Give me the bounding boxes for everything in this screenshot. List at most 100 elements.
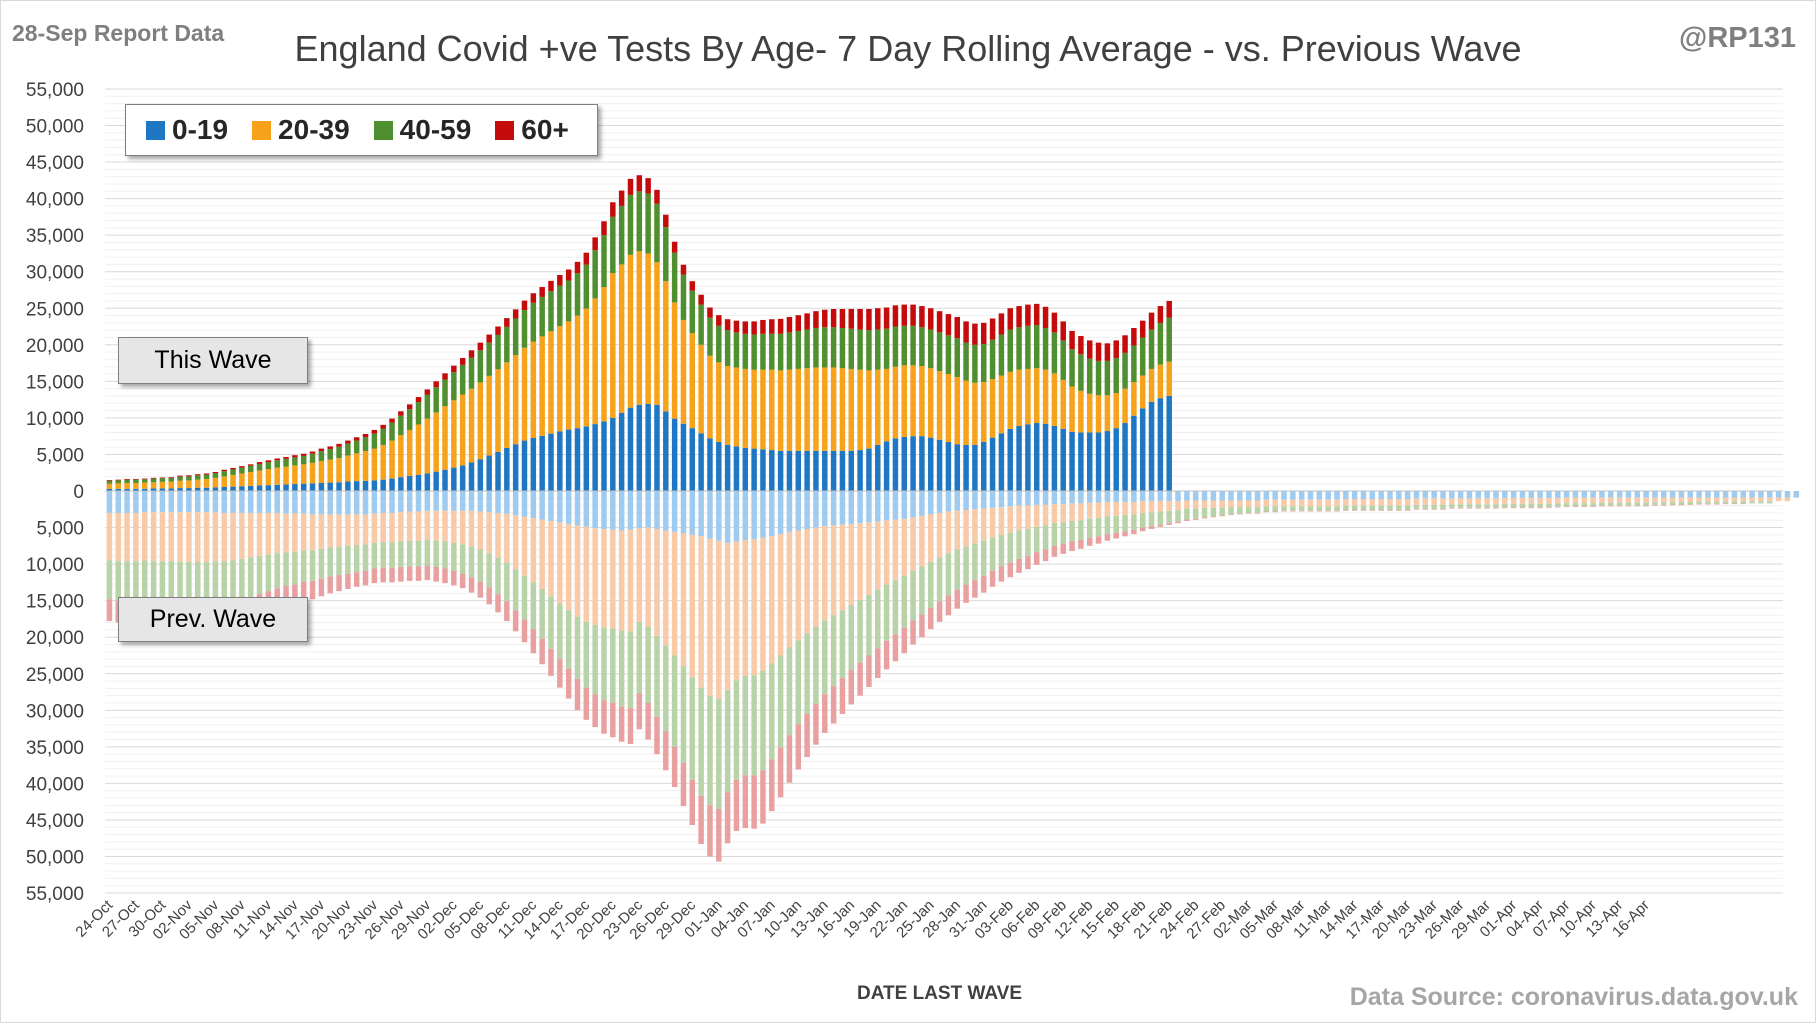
this-wave-bar-40-59 bbox=[442, 379, 448, 407]
prev-wave-bar-60-plus bbox=[998, 566, 1005, 582]
this-wave-bar-0-19 bbox=[177, 488, 183, 491]
prev-wave-bar-20-39 bbox=[230, 512, 236, 561]
prev-wave-bar-40-59 bbox=[928, 561, 934, 608]
prev-wave-bar-20-39 bbox=[336, 514, 342, 547]
bars bbox=[105, 175, 1799, 862]
this-wave-bar-60-plus bbox=[1007, 308, 1013, 330]
prev-wave-bar-20-39 bbox=[1449, 498, 1455, 505]
prev-wave-bar-40-59 bbox=[1625, 502, 1632, 506]
this-wave-bar-40-59 bbox=[133, 479, 139, 483]
this-wave-bar-20-39 bbox=[822, 367, 828, 451]
prev-wave-bar-60-plus bbox=[645, 702, 651, 740]
prev-wave-bar-40-59 bbox=[433, 540, 439, 568]
this-wave-bar-40-59 bbox=[124, 479, 130, 483]
this-wave-bar-40-59 bbox=[212, 473, 219, 478]
prev-wave-bar-60-plus bbox=[300, 581, 307, 601]
this-wave-bar-60-plus bbox=[230, 467, 236, 470]
prev-wave-bar-0-19 bbox=[133, 491, 139, 513]
this-wave-bar-40-59 bbox=[610, 216, 616, 274]
prev-wave-bar-0-19 bbox=[1546, 491, 1552, 498]
this-wave-bar-40-59 bbox=[548, 291, 554, 332]
prev-wave-bar-40-59 bbox=[1369, 505, 1376, 511]
this-wave-bar-60-plus bbox=[963, 321, 969, 343]
this-wave-bar-60-plus bbox=[398, 411, 404, 416]
this-wave-bar-40-59 bbox=[424, 394, 431, 419]
prev-wave-bar-40-59 bbox=[565, 610, 572, 669]
prev-wave-bar-0-19 bbox=[1572, 491, 1579, 498]
prev-wave-bar-60-plus bbox=[1316, 510, 1323, 512]
this-wave-bar-60-plus bbox=[177, 475, 183, 477]
prev-wave-bar-40-59 bbox=[627, 631, 634, 709]
this-wave-bar-20-39 bbox=[972, 382, 978, 445]
prev-wave-bar-20-39 bbox=[733, 541, 740, 681]
this-wave-bar-40-59 bbox=[521, 310, 528, 348]
this-wave-bar-60-plus bbox=[777, 318, 784, 334]
prev-wave-bar-20-39 bbox=[159, 512, 166, 562]
prev-wave-bar-20-39 bbox=[1634, 497, 1641, 503]
prev-wave-bar-20-39 bbox=[892, 519, 899, 581]
prev-wave-bar-60-plus bbox=[760, 770, 766, 824]
this-wave-bar-0-19 bbox=[1113, 428, 1119, 491]
this-wave-bar-60-plus bbox=[760, 319, 766, 334]
prev-wave-bar-40-59 bbox=[1086, 518, 1093, 538]
prev-wave-bar-0-19 bbox=[557, 491, 563, 523]
prev-wave-bar-20-39 bbox=[1457, 498, 1464, 505]
this-wave-bar-40-59 bbox=[274, 460, 280, 468]
prev-wave-bar-40-59 bbox=[186, 561, 192, 603]
this-wave-bar-60-plus bbox=[910, 304, 916, 326]
prev-wave-bar-40-59 bbox=[989, 537, 996, 571]
prev-wave-bar-0-19 bbox=[892, 491, 899, 520]
prev-wave-bar-60-plus bbox=[680, 762, 687, 807]
this-wave-bar-60-plus bbox=[194, 474, 201, 476]
this-wave-bar-40-59 bbox=[945, 335, 952, 375]
prev-wave-bar-0-19 bbox=[1722, 491, 1729, 498]
this-wave-bar-20-39 bbox=[336, 458, 342, 483]
prev-wave-bar-20-39 bbox=[530, 518, 537, 583]
this-wave-bar-60-plus bbox=[283, 457, 289, 459]
prev-wave-bar-20-39 bbox=[459, 510, 466, 545]
prev-wave-bar-20-39 bbox=[857, 523, 863, 600]
prev-wave-bar-40-59 bbox=[716, 698, 722, 809]
this-wave-bar-40-59 bbox=[760, 333, 766, 370]
prev-wave-bar-20-39 bbox=[716, 540, 722, 699]
this-wave-bar-20-39 bbox=[424, 418, 431, 474]
prev-wave-bar-20-39 bbox=[724, 542, 731, 690]
prev-wave-bar-40-59 bbox=[822, 620, 828, 695]
this-wave-bar-20-39 bbox=[362, 451, 369, 481]
prev-wave-bar-40-59 bbox=[1404, 505, 1411, 511]
this-wave-bar-20-39 bbox=[936, 371, 943, 440]
prev-wave-bar-0-19 bbox=[1281, 491, 1287, 500]
prev-wave-bar-20-39 bbox=[742, 539, 749, 676]
prev-wave-bar-40-59 bbox=[1669, 501, 1676, 505]
this-wave-bar-60-plus bbox=[362, 433, 369, 438]
prev-wave-bar-40-59 bbox=[1192, 508, 1199, 519]
this-wave-bar-40-59 bbox=[981, 344, 987, 383]
prev-wave-bar-20-39 bbox=[1139, 501, 1146, 513]
this-wave-bar-60-plus bbox=[300, 453, 307, 456]
prev-wave-bar-40-59 bbox=[327, 547, 333, 577]
this-wave-bar-60-plus bbox=[945, 314, 952, 336]
this-wave-bar-60-plus bbox=[601, 221, 607, 236]
this-wave-bar-40-59 bbox=[115, 480, 121, 484]
this-wave-bar-20-39 bbox=[124, 482, 130, 489]
prev-wave-bar-60-plus bbox=[786, 735, 793, 783]
this-wave-bar-40-59 bbox=[1042, 327, 1049, 370]
this-wave-bar-0-19 bbox=[353, 481, 360, 491]
this-wave-bar-20-39 bbox=[459, 394, 466, 466]
prev-wave-bar-40-59 bbox=[1581, 503, 1588, 507]
prev-wave-bar-20-39 bbox=[521, 516, 528, 576]
prev-wave-bar-0-19 bbox=[168, 491, 174, 513]
this-wave-bar-40-59 bbox=[769, 333, 775, 370]
this-wave-bar-20-39 bbox=[159, 481, 166, 489]
prev-wave-bar-40-59 bbox=[159, 561, 166, 602]
prev-wave-bar-20-39 bbox=[1290, 499, 1296, 507]
prev-wave-bar-20-39 bbox=[910, 517, 916, 571]
this-wave-bar-40-59 bbox=[875, 329, 881, 370]
prev-wave-bar-40-59 bbox=[1475, 504, 1482, 508]
this-wave-bar-0-19 bbox=[883, 441, 890, 491]
prev-wave-bar-0-19 bbox=[1608, 491, 1614, 498]
this-wave-bar-40-59 bbox=[459, 364, 466, 395]
prev-wave-bar-0-19 bbox=[645, 491, 651, 528]
prev-wave-bar-40-59 bbox=[1263, 506, 1270, 512]
this-wave-bar-60-plus bbox=[433, 381, 439, 388]
